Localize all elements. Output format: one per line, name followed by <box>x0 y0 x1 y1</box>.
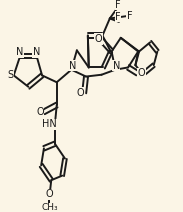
Text: N: N <box>113 61 120 71</box>
Text: F: F <box>115 12 121 22</box>
Text: O: O <box>36 107 44 117</box>
Text: O: O <box>137 68 145 78</box>
Text: N: N <box>33 47 40 57</box>
Text: F: F <box>115 0 121 10</box>
Text: O: O <box>46 189 53 199</box>
Text: HN: HN <box>42 119 57 129</box>
Text: N: N <box>16 47 24 57</box>
Text: CH₃: CH₃ <box>41 203 58 212</box>
Text: O: O <box>76 88 84 98</box>
Text: F: F <box>127 11 132 21</box>
Text: N: N <box>69 61 76 71</box>
Text: S: S <box>7 70 14 80</box>
Text: O: O <box>95 34 102 44</box>
